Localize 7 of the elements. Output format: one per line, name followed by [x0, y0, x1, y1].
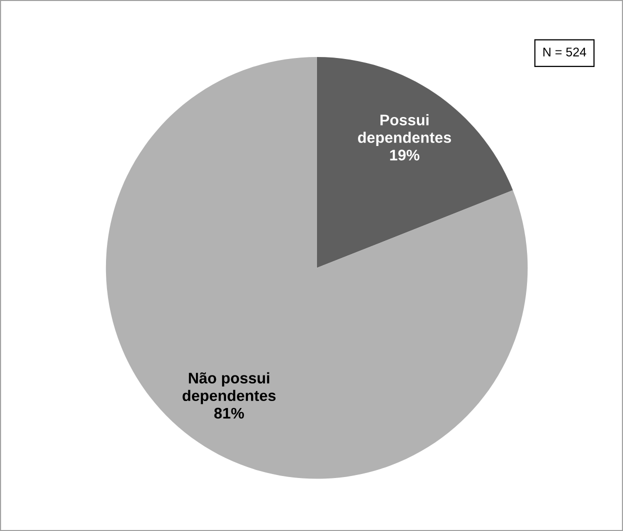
slice-label: Possui dependentes: [358, 114, 452, 146]
text: N = 524: [543, 48, 586, 56]
slice-label: Não possui dependentes: [182, 372, 276, 404]
pie-slice: [316, 57, 513, 268]
data-label: 19%: [390, 150, 420, 160]
pie-slice: [106, 57, 528, 479]
data-label: 81%: [214, 408, 244, 419]
